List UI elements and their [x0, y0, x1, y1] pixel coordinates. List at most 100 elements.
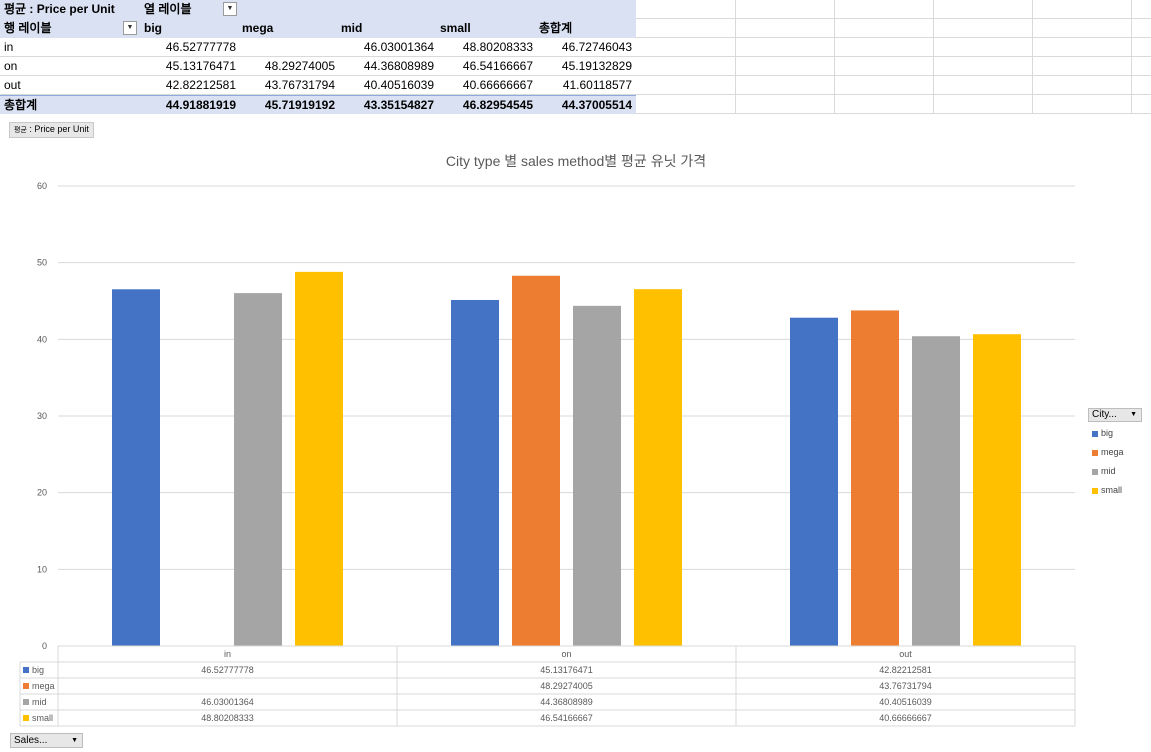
legend-label: mega — [1101, 447, 1124, 457]
bar-small-in[interactable] — [295, 271, 343, 646]
table-cell[interactable]: 40.66666667 — [462, 78, 533, 92]
legend-item-mid[interactable]: mid — [1092, 466, 1116, 476]
data-label: 46.52777778 — [201, 665, 254, 675]
legend-item-small[interactable]: small — [1092, 485, 1122, 495]
data-label: 40.66666667 — [879, 713, 932, 723]
bar-small-out[interactable] — [973, 334, 1021, 646]
table-cell[interactable] — [238, 38, 337, 57]
table-row: out 42.82212581 43.76731794 40.40516039 … — [0, 76, 636, 95]
legend-swatch — [1092, 430, 1098, 437]
data-label: 48.80208333 — [201, 713, 254, 723]
data-table-series-name: mega — [32, 681, 55, 691]
legend-label: small — [1101, 485, 1123, 495]
bars — [112, 271, 1021, 646]
axis-field-label: Sales... — [14, 735, 48, 746]
grand-total-row: 총합계 44.91881919 45.71919192 43.35154827 … — [0, 95, 636, 114]
table-cell[interactable]: 44.36808989 — [363, 59, 434, 73]
column-header: small — [440, 21, 471, 35]
pivot-header-row: 행 레이블 ▼ big mega mid small 총합계 — [0, 19, 636, 38]
data-label: 42.82212581 — [879, 665, 932, 675]
legend-swatch — [1092, 468, 1098, 475]
y-tick-label: 10 — [37, 564, 47, 574]
table-cell[interactable]: 41.60118577 — [562, 78, 632, 92]
table-cell[interactable]: 46.54166667 — [462, 59, 533, 73]
value-field-button[interactable]: 평균 : Price per Unit — [9, 122, 94, 138]
bar-big-on[interactable] — [451, 299, 499, 646]
value-field-label: 평균 : Price per Unit — [4, 2, 115, 16]
bar-mega-out[interactable] — [851, 310, 899, 646]
table-cell[interactable]: 48.29274005 — [264, 59, 335, 73]
bar-mid-on[interactable] — [573, 305, 621, 646]
legend-field-label: City... — [1092, 409, 1117, 420]
bar-mega-on[interactable] — [512, 275, 560, 646]
table-cell[interactable]: 46.72746043 — [561, 40, 632, 54]
table-cell[interactable]: 46.03001364 — [363, 40, 434, 54]
data-table-series-name: mid — [32, 697, 47, 707]
pivot-filter-row: 평균 : Price per Unit 열 레이블 ▼ — [0, 0, 636, 19]
y-tick-label: 30 — [37, 411, 47, 421]
chart-title: City type 별 sales method별 평균 유닛 가격 — [446, 153, 706, 169]
column-header: mid — [341, 21, 363, 35]
y-tick-label: 40 — [37, 334, 47, 344]
table-cell[interactable]: 44.91881919 — [165, 98, 236, 112]
table-row: in 46.52777778 46.03001364 48.80208333 4… — [0, 38, 636, 57]
table-cell[interactable]: 45.19132829 — [561, 59, 632, 73]
x-tick-label: in — [224, 649, 231, 659]
y-tick-label: 0 — [42, 641, 47, 651]
y-tick-label: 60 — [37, 181, 47, 191]
data-table-swatch — [23, 667, 29, 673]
bar-big-in[interactable] — [112, 289, 160, 646]
axis-field-button[interactable]: Sales... ▼ — [10, 733, 83, 748]
table-cell[interactable]: 45.71919192 — [264, 98, 335, 112]
legend-field-button[interactable]: City... ▼ — [1088, 408, 1142, 422]
table-cell[interactable]: 40.40516039 — [363, 78, 434, 92]
bar-chart: City type 별 sales method별 평균 유닛 가격 0 10 20… — [19, 153, 1076, 727]
table-cell[interactable]: 48.80208333 — [462, 40, 533, 54]
data-table-series-name: small — [32, 713, 53, 723]
table-cell[interactable]: 46.82954545 — [462, 98, 533, 112]
table-cell[interactable]: 42.82212581 — [165, 78, 236, 92]
row-filter-dropdown-icon[interactable]: ▼ — [123, 21, 137, 35]
legend-item-big[interactable]: big — [1092, 428, 1113, 438]
legend-label: mid — [1101, 466, 1116, 476]
x-tick-label: on — [561, 649, 571, 659]
data-label: 45.13176471 — [540, 665, 593, 675]
table-cell[interactable]: 43.35154827 — [363, 98, 434, 112]
bar-big-out[interactable] — [790, 317, 838, 646]
legend-item-mega[interactable]: mega — [1092, 447, 1124, 457]
row-label[interactable]: on — [4, 59, 18, 73]
column-header: mega — [242, 21, 274, 35]
x-tick-label: out — [899, 649, 912, 659]
legend-label: big — [1101, 428, 1114, 438]
data-label: 46.03001364 — [201, 697, 254, 707]
table-cell[interactable]: 45.13176471 — [165, 59, 236, 73]
data-table-swatch — [23, 715, 29, 721]
data-label: 43.76731794 — [879, 681, 932, 691]
y-tick-label: 50 — [37, 258, 47, 268]
chevron-down-icon: ▼ — [71, 737, 78, 744]
data-label: 46.54166667 — [540, 713, 593, 723]
bar-mid-out[interactable] — [912, 336, 960, 646]
y-axis-ticks: 0 10 20 30 40 50 60 — [37, 181, 47, 651]
bar-small-on[interactable] — [634, 289, 682, 646]
column-labels-header: 열 레이블 — [144, 2, 192, 16]
table-cell[interactable]: 44.37005514 — [561, 98, 632, 112]
legend-swatch — [1092, 449, 1098, 456]
value-field-button-label: : Price per Unit — [29, 124, 89, 134]
column-header: 총합계 — [539, 21, 573, 35]
data-label: 44.36808989 — [540, 697, 593, 707]
row-label[interactable]: out — [4, 78, 21, 92]
data-label: 48.29274005 — [540, 681, 593, 691]
row-label[interactable]: 총합계 — [4, 98, 38, 112]
y-tick-label: 20 — [37, 488, 47, 498]
bar-mid-in[interactable] — [234, 293, 282, 646]
data-table-swatch — [23, 683, 29, 689]
row-label[interactable]: in — [4, 40, 14, 54]
data-table-swatch — [23, 699, 29, 705]
column-filter-dropdown-icon[interactable]: ▼ — [223, 2, 237, 16]
table-cell[interactable]: 43.76731794 — [264, 78, 335, 92]
chart-data-table: in on out big 46.52777778 45.13176471 42.82212… — [19, 645, 1076, 727]
value-field-prefix: 평균 — [14, 127, 27, 134]
table-row: on 45.13176471 48.29274005 44.36808989 4… — [0, 57, 636, 76]
table-cell[interactable]: 46.52777778 — [165, 40, 236, 54]
